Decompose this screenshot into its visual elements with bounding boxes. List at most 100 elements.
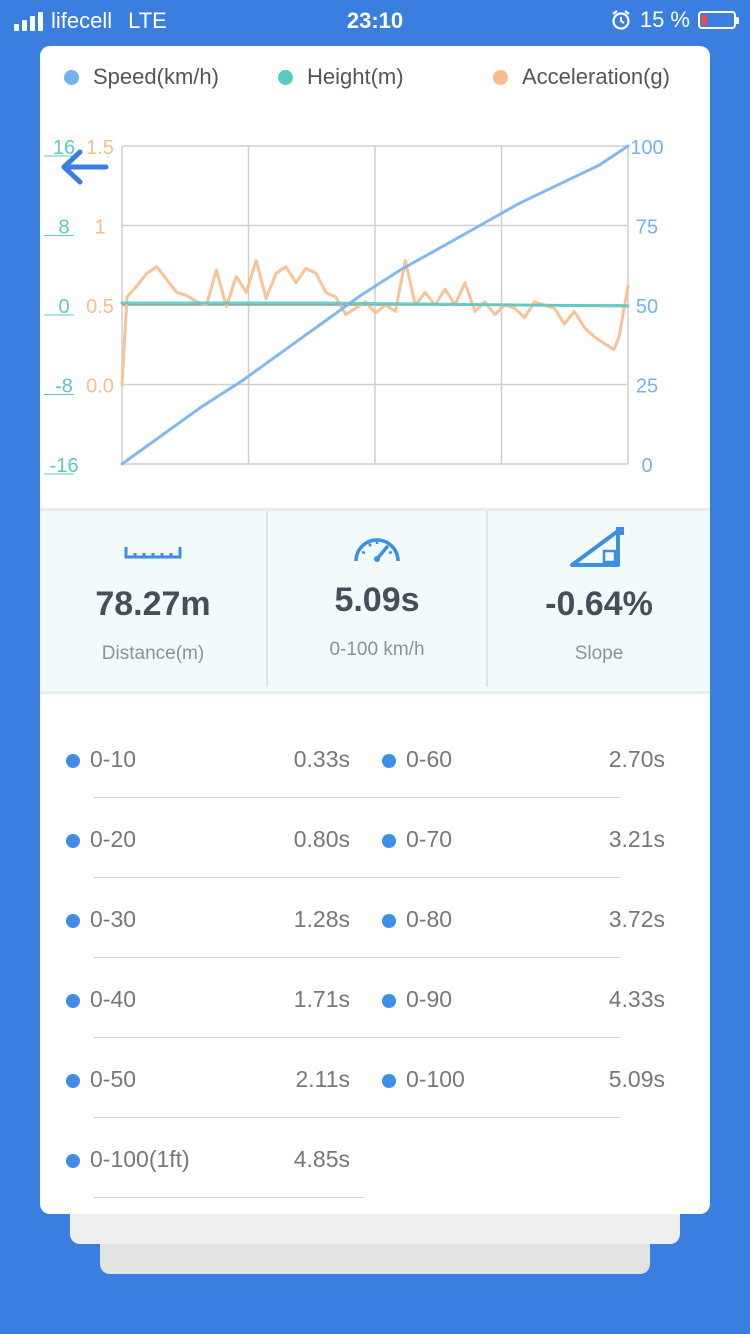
height-line (120, 301, 630, 308)
stats-panel: 78.27m Distance(m) 5.09s 0-100 km/h -0.6… (40, 508, 710, 694)
network-type: LTE (128, 8, 167, 33)
row-divider (94, 1037, 350, 1038)
slope-icon (570, 527, 624, 567)
acceleration-axis-tick: 1 (94, 217, 105, 239)
bullet-dot (66, 754, 80, 768)
acceleration-axis-tick: 0.0 (86, 376, 114, 398)
result-label: 0-100(1ft) (90, 1146, 190, 1172)
chart-legend: Speed(km/h) Height(m) Acceleration(g) (40, 64, 710, 104)
result-value: 5.09s (608, 1066, 665, 1092)
legend-speed-label: Speed(km/h) (93, 64, 219, 89)
row-divider (350, 877, 620, 878)
height-axis-tick: -8 (55, 376, 73, 398)
row-divider (94, 1117, 350, 1118)
result-value: 3.72s (608, 906, 665, 932)
carrier-name: lifecell (51, 8, 113, 33)
result-row: 0-50 2.11s (66, 1046, 350, 1126)
result-value: 1.71s (293, 986, 350, 1012)
row-divider (350, 797, 620, 798)
speed-line (120, 144, 630, 466)
battery-icon (698, 11, 739, 29)
bullet-dot (382, 834, 396, 848)
bullet-dot (66, 994, 80, 1008)
row-divider (350, 1117, 620, 1118)
bullet-dot (66, 1074, 80, 1088)
legend-acceleration-dot (493, 69, 508, 85)
speed-axis-tick: 25 (636, 376, 658, 398)
result-label: 0-80 (406, 906, 453, 932)
row-divider (94, 877, 350, 878)
result-label: 0-90 (406, 986, 453, 1012)
result-value: 2.11s (295, 1066, 350, 1092)
alarm-icon (612, 10, 630, 30)
stat-distance-value: 78.27m (95, 585, 211, 623)
row-divider (350, 1037, 620, 1038)
result-label: 0-20 (90, 826, 137, 852)
result-label: 0-30 (90, 906, 137, 932)
bullet-dot (382, 994, 396, 1008)
result-row: 0-30 1.28s (66, 886, 350, 966)
bullet-dot (66, 1154, 80, 1168)
result-row: 0-70 3.21s (350, 806, 665, 886)
height-axis-tick: 16 (53, 137, 75, 159)
height-axis-tick: -16 (50, 455, 79, 477)
height-axis-tick: 8 (58, 217, 69, 239)
legend-speed[interactable]: Speed(km/h) (64, 64, 219, 90)
legend-height-label: Height(m) (307, 64, 404, 89)
speed-axis-tick: 100 (630, 137, 663, 159)
stat-slope: -0.64% Slope (488, 511, 710, 691)
result-row: 0-20 0.80s (66, 806, 350, 886)
legend-height-dot (278, 69, 293, 85)
stat-divider (486, 511, 488, 687)
row-divider (94, 957, 350, 958)
bullet-dot (382, 1074, 396, 1088)
result-value: 4.85s (293, 1146, 350, 1172)
speed-axis-tick: 75 (636, 217, 658, 239)
status-right: 15 % (610, 7, 739, 33)
acceleration-axis-tick: 0.5 (86, 296, 114, 318)
legend-acceleration-label: Acceleration(g) (522, 64, 670, 89)
signal-icon (14, 11, 43, 31)
stat-slope-label: Slope (574, 643, 624, 664)
stat-distance: 78.27m Distance(m) (40, 511, 266, 691)
result-row: 0-100(1ft) 4.85s (66, 1126, 364, 1206)
stat-slope-value: -0.64% (545, 585, 653, 623)
result-label: 0-70 (406, 826, 453, 852)
battery-percent: 15 % (639, 7, 690, 32)
ruler-icon (124, 547, 182, 559)
bullet-dot (66, 914, 80, 928)
legend-speed-dot (64, 69, 79, 85)
result-value: 4.33s (608, 986, 665, 1012)
result-label: 0-60 (406, 746, 453, 772)
stat-acceleration-time-value: 5.09s (334, 581, 420, 619)
stat-acceleration-time: 5.09s 0-100 km/h (268, 511, 486, 691)
speedometer-icon (354, 538, 400, 562)
result-label: 0-100 (406, 1066, 465, 1092)
row-divider (94, 797, 350, 798)
result-value: 2.70s (608, 746, 665, 772)
speed-axis-tick: 50 (636, 296, 658, 318)
status-time: 23:10 (346, 8, 404, 33)
result-row: 0-90 4.33s (350, 966, 665, 1046)
stat-divider (266, 511, 268, 687)
result-label: 0-10 (90, 746, 137, 772)
result-row: 0-80 3.72s (350, 886, 665, 966)
bullet-dot (382, 754, 396, 768)
row-divider (350, 957, 620, 958)
bullet-dot (66, 834, 80, 848)
legend-height[interactable]: Height(m) (278, 64, 404, 90)
result-value: 0.80s (293, 826, 350, 852)
stat-distance-label: Distance(m) (101, 643, 205, 664)
result-row: 0-40 1.71s (66, 966, 350, 1046)
acceleration-axis-tick: 1.5 (86, 137, 114, 159)
result-label: 0-40 (90, 986, 137, 1012)
speed-chart: 16 8 0 -8 -16 1.5 1 0.5 0.0 100 75 50 25 0 (44, 137, 664, 477)
result-row: 0-10 0.33s (66, 726, 350, 806)
speed-axis-tick: 0 (641, 455, 652, 477)
result-card: Speed(km/h) Height(m) Acceleration(g) 16… (40, 46, 710, 1214)
legend-acceleration[interactable]: Acceleration(g) (493, 64, 670, 90)
height-axis-tick: 0 (58, 296, 69, 318)
back-arrow-icon[interactable] (58, 144, 112, 190)
result-value: 1.28s (293, 906, 350, 932)
result-label: 0-50 (90, 1066, 137, 1092)
